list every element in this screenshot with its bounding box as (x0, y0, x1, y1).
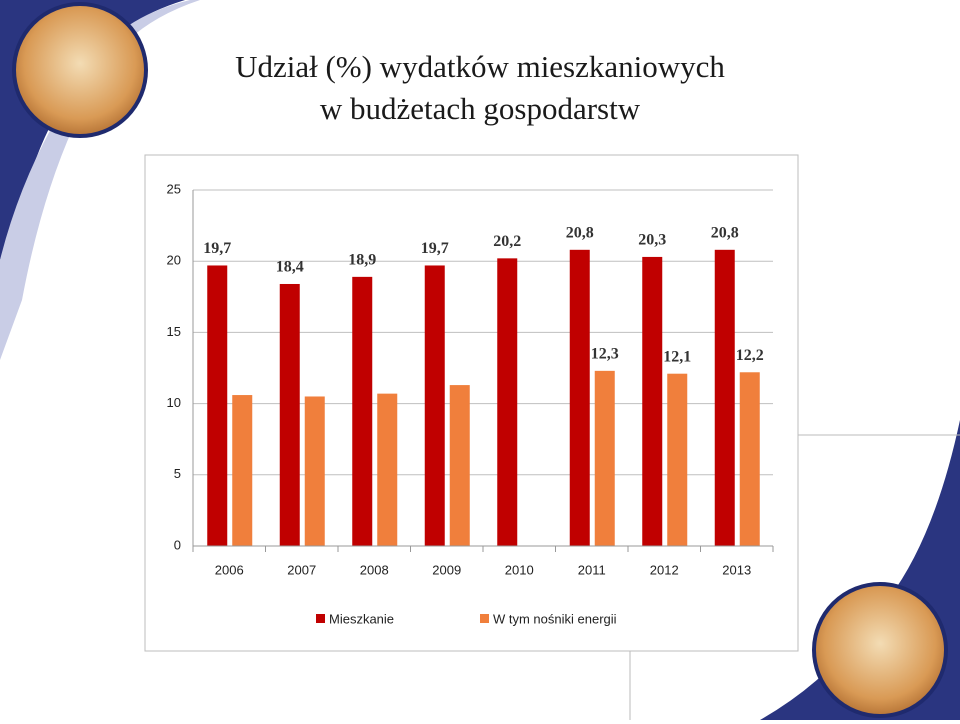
bar (642, 256, 663, 546)
bar (424, 265, 445, 546)
data-label: 18,9 (348, 252, 376, 269)
bar (232, 395, 253, 546)
legend-label: Mieszkanie (329, 611, 394, 626)
y-tick-label: 25 (167, 181, 181, 196)
y-tick-label: 20 (167, 253, 181, 268)
bar (594, 370, 615, 546)
x-tick-label: 2009 (432, 562, 461, 577)
data-label: 19,7 (203, 240, 231, 257)
data-label: 12,3 (591, 346, 619, 363)
x-tick-label: 2010 (505, 562, 534, 577)
data-label: 20,3 (638, 232, 666, 249)
bar (304, 396, 325, 546)
bar (207, 265, 228, 546)
bar (739, 372, 760, 546)
x-tick-label: 2011 (578, 562, 606, 577)
data-label: 19,7 (421, 240, 449, 257)
x-tick-label: 2012 (650, 562, 679, 577)
data-label: 12,2 (736, 347, 764, 364)
data-label: 20,8 (711, 224, 739, 241)
x-tick-label: 2013 (722, 562, 751, 577)
data-label: 12,1 (663, 348, 691, 365)
chart-title: w budżetach gospodarstw (320, 91, 641, 126)
legend-swatch (480, 614, 489, 623)
bar (714, 249, 735, 547)
legend-label: W tym nośniki energii (493, 611, 617, 626)
chart-title: Udział (%) wydatków mieszkaniowych (235, 49, 725, 84)
x-tick-label: 2006 (215, 562, 244, 577)
x-tick-label: 2007 (287, 562, 316, 577)
chart-frame (144, 154, 799, 652)
y-tick-label: 0 (174, 537, 181, 552)
bar (352, 276, 373, 546)
data-label: 20,2 (493, 233, 521, 250)
bar (449, 385, 470, 546)
x-tick-label: 2008 (360, 562, 389, 577)
y-tick-label: 5 (174, 466, 181, 481)
bar (377, 393, 398, 546)
y-tick-label: 15 (167, 324, 181, 339)
corner-image (12, 2, 148, 138)
y-tick-label: 10 (167, 395, 181, 410)
bar (279, 283, 300, 546)
legend-swatch (316, 614, 325, 623)
data-label: 20,8 (566, 224, 594, 241)
data-label: 18,4 (276, 259, 304, 276)
bar (569, 249, 590, 547)
bar (667, 373, 688, 546)
bar (497, 258, 518, 546)
corner-image (812, 582, 948, 718)
